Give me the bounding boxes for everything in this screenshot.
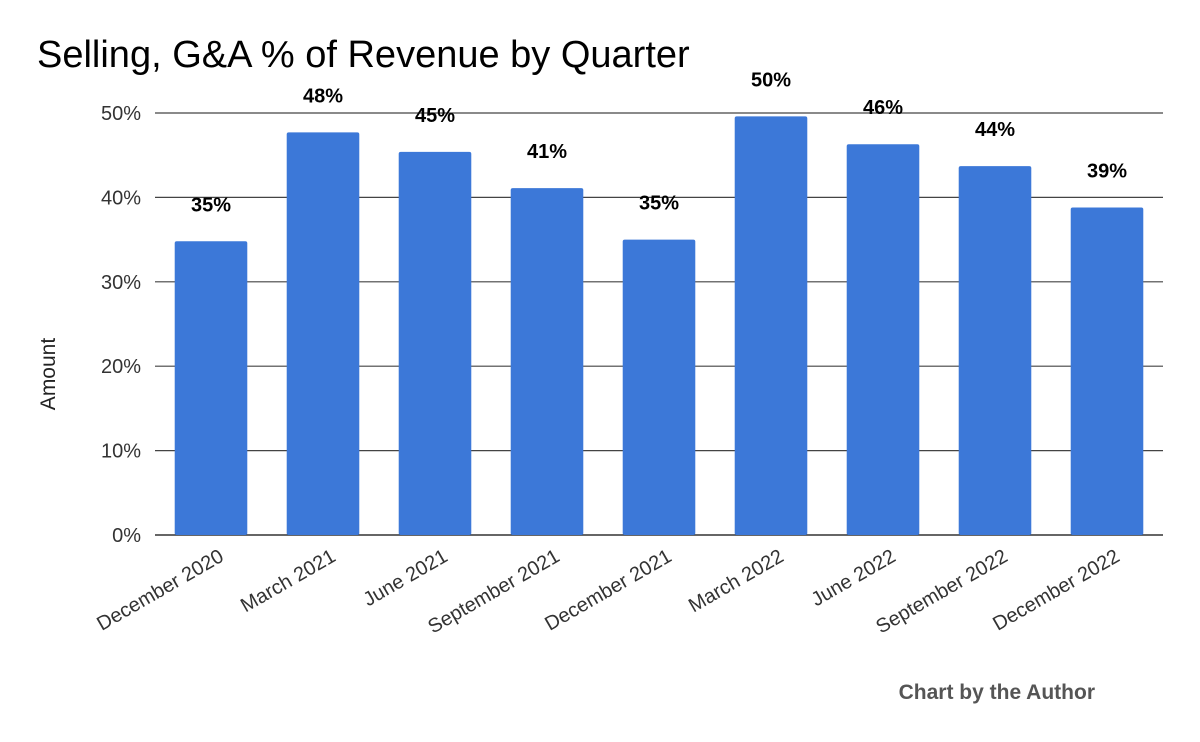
x-tick-label: March 2022 [685,545,787,617]
x-tick-label: December 2022 [989,545,1123,635]
data-label: 45% [415,105,455,127]
bar [958,166,1032,535]
y-tick-label: 40% [101,187,141,209]
data-label: 50% [751,69,791,91]
data-label: 44% [975,119,1015,141]
y-axis-label: Amount [37,338,60,411]
y-tick-label: 30% [101,272,141,294]
bar [398,151,472,535]
y-tick-label: 20% [101,356,141,378]
x-axis-ticks: December 2020 March 2021 June 2021Septembe… [93,545,1123,638]
bar [286,132,360,536]
bars [174,116,1144,536]
bar [846,144,920,535]
bar [734,116,808,535]
data-label: 48% [303,85,343,107]
bar [174,241,248,535]
y-tick-label: 10% [101,441,141,463]
y-axis-ticks: 0% 10% 20% 30% 40% 50% [101,103,141,547]
chart-title: Selling, G&A % of Revenue by Quarter [37,34,690,76]
data-labels: 35% 48% 45% 41% 35% 50% 46% 44% 39% [191,69,1127,216]
data-label: 39% [1087,161,1127,183]
bar [1070,207,1144,535]
x-tick-label: December 2021 [541,545,675,635]
x-tick-label: December 2020 [93,545,227,635]
data-label: 41% [527,141,567,163]
data-label: 46% [863,97,903,119]
y-tick-label: 0% [112,525,141,547]
y-tick-label: 50% [101,103,141,125]
x-tick-label: March 2021 [237,545,339,617]
bar [510,188,584,535]
data-label: 35% [191,194,231,216]
x-tick-label: June 2021 [360,545,452,611]
data-label: 35% [639,193,679,215]
x-tick-label: June 2022 [808,545,900,611]
bar [622,239,696,535]
chart-credit: Chart by the Author [899,681,1095,704]
